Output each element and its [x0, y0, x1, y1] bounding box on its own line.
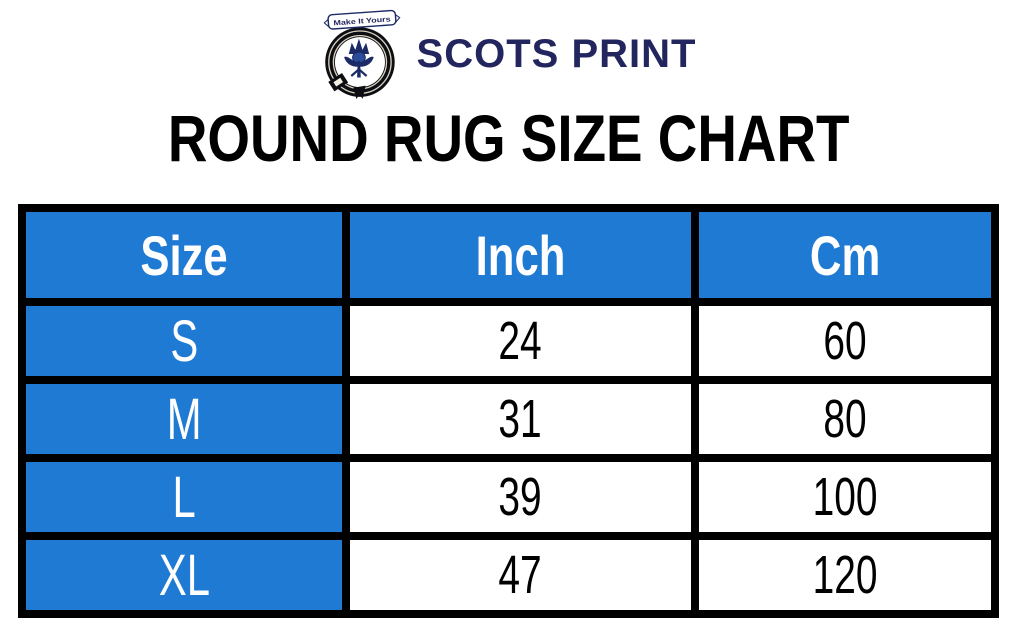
table-row-s: S 24 60 [18, 298, 999, 384]
thistle-crest-icon: Make It Yours [323, 9, 401, 99]
column-header-size: Size [18, 204, 350, 306]
table-row-m: M 31 80 [18, 376, 999, 462]
thistle-icon [343, 38, 374, 78]
column-header-inch: Inch [342, 204, 699, 306]
table-row-xl: XL 47 120 [18, 532, 999, 618]
cm-cell: 120 [691, 532, 999, 618]
cm-cell: 80 [691, 376, 999, 462]
logo: Make It Yours SCOTS PRINT [0, 0, 1017, 102]
cm-cell: 60 [691, 298, 999, 384]
inch-cell: 47 [342, 532, 699, 618]
buckle-icon [327, 73, 348, 92]
inch-cell: 31 [342, 376, 699, 462]
page-title: ROUND RUG SIZE CHART [167, 101, 850, 175]
table-row-l: L 39 100 [18, 454, 999, 540]
brand-wordmark: SCOTS PRINT [416, 31, 697, 76]
inch-cell: 39 [342, 454, 699, 540]
banner-text: Make It Yours [333, 15, 391, 27]
size-chart-table: Size Inch Cm S 24 60 M 31 80 L 39 100 [18, 204, 999, 618]
size-cell: S [18, 298, 350, 384]
strap-tail-icon [352, 85, 366, 99]
size-cell: L [18, 454, 350, 540]
page: Make It Yours SCOTS PRINT ROUND RUG SIZE… [0, 0, 1017, 618]
cm-cell: 100 [691, 454, 999, 540]
size-cell: XL [18, 532, 350, 618]
inch-cell: 24 [342, 298, 699, 384]
size-cell: M [18, 376, 350, 462]
column-header-cm: Cm [691, 204, 999, 306]
title-row: ROUND RUG SIZE CHART [0, 102, 1017, 174]
header-row: Size Inch Cm [18, 204, 999, 306]
banner-ribbon-icon: Make It Yours [323, 9, 401, 30]
